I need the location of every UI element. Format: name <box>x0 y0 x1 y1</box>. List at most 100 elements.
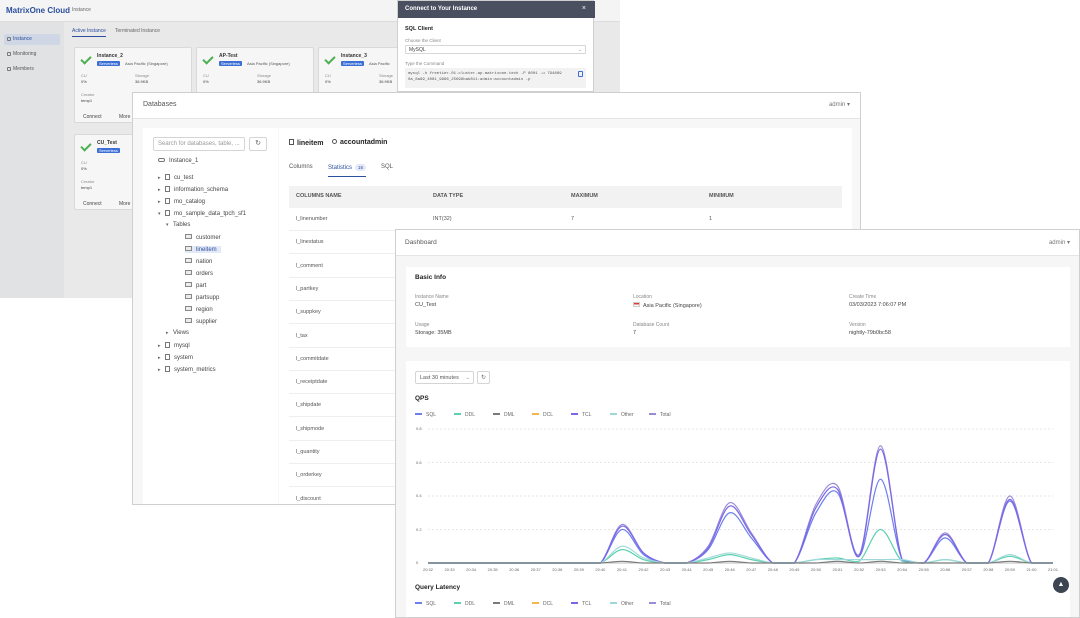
tree-database-item[interactable]: ▸ system <box>158 354 194 361</box>
table-cell: 1 <box>709 216 713 222</box>
tree-table-item[interactable]: partsupp <box>185 294 219 301</box>
user-menu[interactable]: admin ▾ <box>1048 240 1070 246</box>
table-cell: l_shipmode <box>296 425 325 432</box>
tree-database-item[interactable]: ▾ mo_sample_data_tpch_sf1 <box>158 210 247 217</box>
statistics-count-badge: 16 <box>355 164 367 171</box>
y-tick-label: 0 <box>416 560 419 565</box>
chevron-down-icon: ⌄ <box>465 375 470 381</box>
user-menu[interactable]: admin ▾ <box>828 102 850 108</box>
legend-item[interactable]: Other <box>610 601 634 607</box>
table-cell: l_partkey <box>296 285 319 292</box>
tab-active-instance[interactable]: Active Instance <box>72 28 106 37</box>
database-icon <box>165 186 170 192</box>
tree-instance[interactable]: Instance_1 <box>158 158 198 164</box>
table-name: lineitem <box>289 139 323 147</box>
tree-database-item[interactable]: ▸ mo_catalog <box>158 198 206 205</box>
time-range-select[interactable]: Last 30 minutes ⌄ <box>415 371 474 384</box>
dashboard-window: Dashboard admin ▾ Basic Info Instance Na… <box>395 229 1080 618</box>
tree-table-item[interactable]: lineitem <box>185 246 221 253</box>
close-icon[interactable]: × <box>581 5 586 12</box>
copy-icon[interactable] <box>578 71 583 77</box>
metrics-card <box>406 361 1070 617</box>
table-icon <box>185 318 192 323</box>
table-icon <box>185 282 192 287</box>
connect-button[interactable]: Connect <box>83 114 102 120</box>
column-header: DATA TYPE <box>433 193 464 199</box>
sidebar-item-instance[interactable]: Instance <box>4 34 60 45</box>
legend-item[interactable]: SQL <box>415 601 436 607</box>
refresh-icon[interactable]: ↻ <box>249 137 267 151</box>
database-icon <box>165 354 170 360</box>
legend-swatch <box>415 413 422 415</box>
legend-item[interactable]: Total <box>649 412 671 418</box>
command-box[interactable]: mysql -h freetier-01.cluster.ap.matrixon… <box>405 68 586 88</box>
connect-button[interactable]: Connect <box>83 201 102 207</box>
tree-group-item[interactable]: ▾ Tables <box>166 222 191 228</box>
table-icon <box>185 246 192 251</box>
cloud-icon <box>158 158 165 162</box>
table-cell: l_tax <box>296 332 308 339</box>
tab-sql[interactable]: SQL <box>381 164 394 170</box>
scroll-top-button[interactable]: ▲ <box>1053 577 1069 593</box>
tree-database-item[interactable]: ▸ cu_test <box>158 174 194 181</box>
tree-table-item[interactable]: nation <box>185 258 212 265</box>
chevron-right-icon: ▸ <box>158 187 161 193</box>
create-time-value: 03/03/2023 7:06:07 PM <box>849 302 907 308</box>
location-value: Asia Pacific (Singapore) <box>633 302 702 309</box>
legend-item[interactable]: Total <box>649 601 671 607</box>
legend-item[interactable]: DDL <box>454 412 475 418</box>
tab-columns[interactable]: Columns <box>289 164 313 170</box>
chevron-right-icon: ▸ <box>158 367 161 373</box>
sidebar-item-members[interactable]: Members <box>4 64 60 75</box>
legend-item[interactable]: TCL <box>571 601 591 607</box>
command-label: Type the Command <box>405 61 445 66</box>
tree-table-item[interactable]: part <box>185 282 206 289</box>
instance-icon <box>7 37 11 41</box>
tree-group-item[interactable]: ▸ Views <box>166 330 189 336</box>
qps-title: QPS <box>415 395 429 402</box>
sidebar-item-monitoring[interactable]: Monitoring <box>4 49 60 60</box>
console-sidebar: Instance Monitoring Members <box>0 22 64 298</box>
refresh-icon[interactable]: ↻ <box>477 371 490 384</box>
tree-table-item[interactable]: orders <box>185 270 213 277</box>
legend-item[interactable]: DCL <box>532 412 553 418</box>
tree-database-item[interactable]: ▸ mysql <box>158 342 190 349</box>
legend-item[interactable]: DML <box>493 412 515 418</box>
tree-table-item[interactable]: customer <box>185 234 221 241</box>
tab-statistics[interactable]: Statistics 16 <box>328 164 367 177</box>
chevron-right-icon: ▸ <box>166 330 169 336</box>
legend-swatch <box>454 602 461 604</box>
table-icon <box>289 139 294 145</box>
table-header <box>289 186 842 208</box>
legend-item[interactable]: DDL <box>454 601 475 607</box>
table-owner: accountadmin <box>332 139 387 146</box>
legend-item[interactable]: DCL <box>532 601 553 607</box>
chevron-right-icon: ▸ <box>158 199 161 205</box>
search-input[interactable]: Search for databases, table, ... <box>153 137 245 151</box>
tab-terminated-instance[interactable]: Terminated Instance <box>115 28 161 34</box>
legend-item[interactable]: TCL <box>571 412 591 418</box>
legend-swatch <box>571 602 578 604</box>
more-button[interactable]: More <box>119 201 131 207</box>
databases-header: Databases admin ▾ <box>133 93 860 119</box>
logo: MatrixOne Cloud <box>6 6 71 15</box>
table-row[interactable] <box>289 208 842 231</box>
caret-down-icon: ▾ <box>1066 240 1070 246</box>
legend-item[interactable]: Other <box>610 412 634 418</box>
client-select[interactable]: MySQL ⌄ <box>405 45 586 54</box>
database-icon <box>165 366 170 372</box>
legend-swatch <box>493 413 500 415</box>
tree-database-item[interactable]: ▸ information_schema <box>158 186 229 193</box>
legend-item[interactable]: SQL <box>415 412 436 418</box>
location-label: Location <box>633 294 652 300</box>
database-icon <box>165 342 170 348</box>
more-button[interactable]: More <box>119 114 131 120</box>
tree-table-item[interactable]: supplier <box>185 318 217 325</box>
legend-swatch <box>610 602 617 604</box>
table-cell: l_comment <box>296 262 323 269</box>
tree-table-item[interactable]: region <box>185 306 213 313</box>
legend-item[interactable]: DML <box>493 601 515 607</box>
dashboard-title: Dashboard <box>405 239 437 246</box>
legend-swatch <box>454 413 461 415</box>
tree-database-item[interactable]: ▸ system_metrics <box>158 366 216 373</box>
